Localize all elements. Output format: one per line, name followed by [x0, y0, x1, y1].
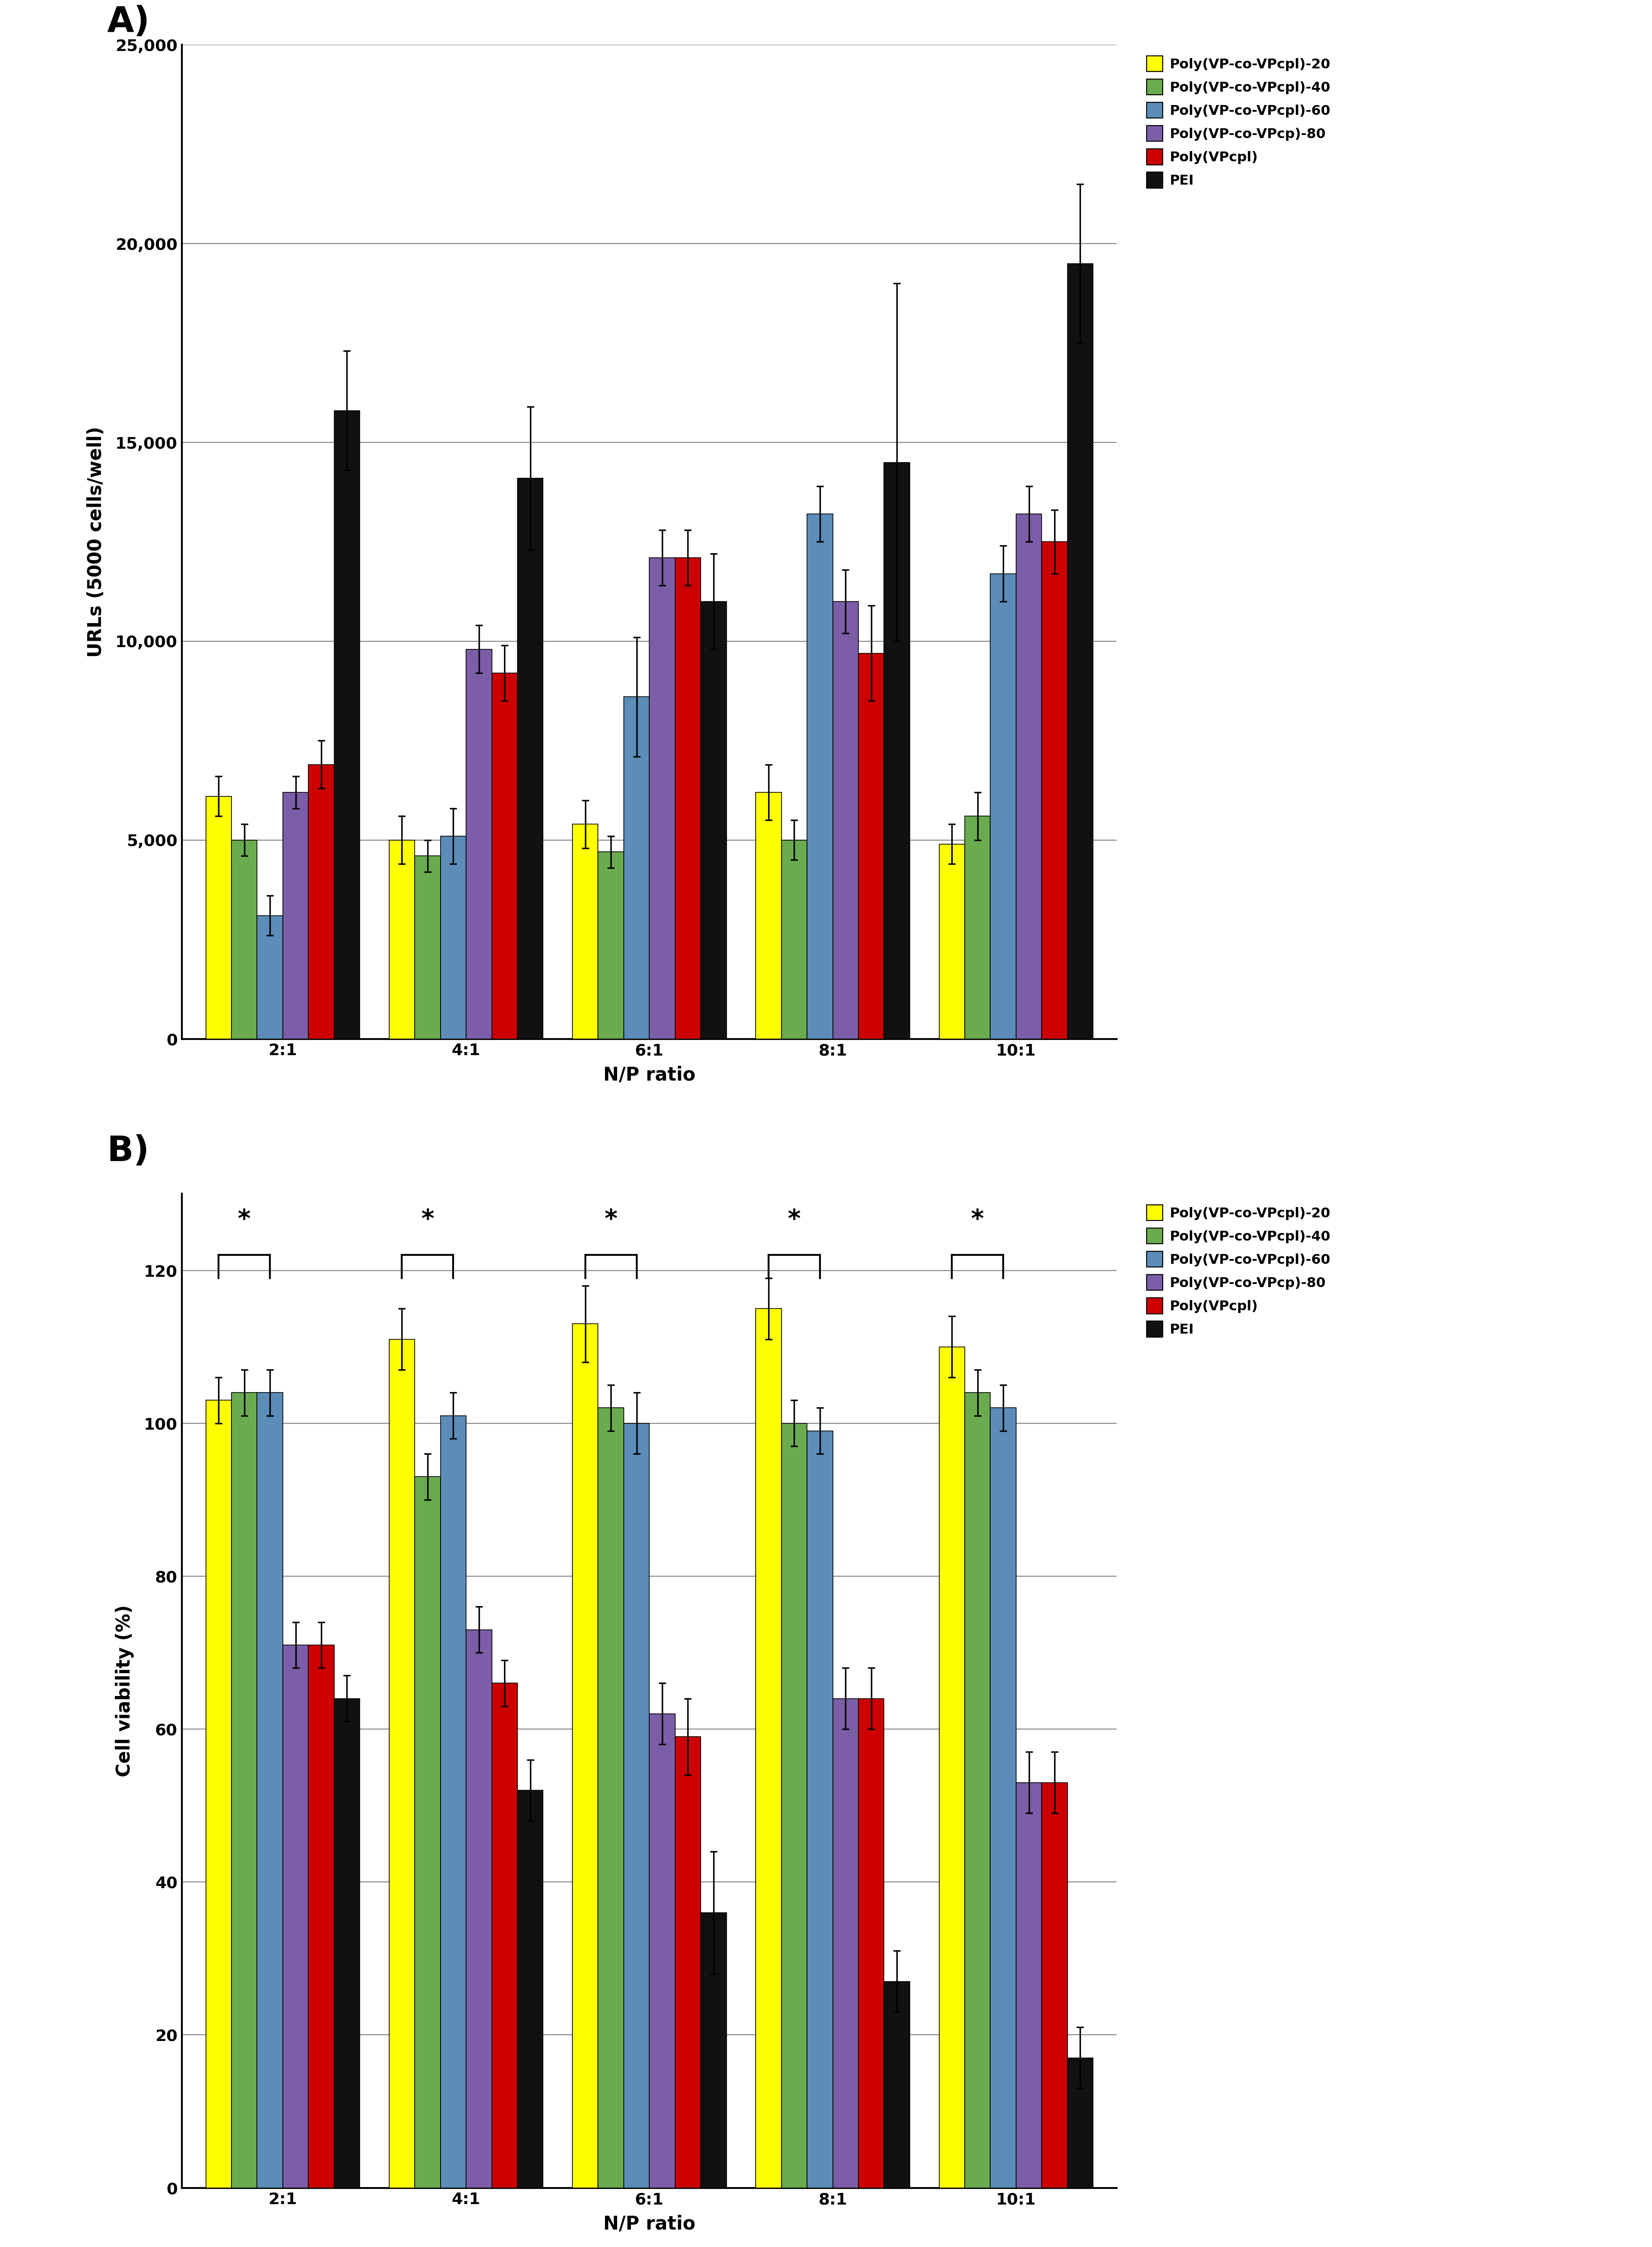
- Bar: [517, 479, 544, 1038]
- Bar: [857, 1699, 884, 2189]
- Bar: [231, 1393, 258, 2189]
- X-axis label: N/P ratio: N/P ratio: [603, 1065, 695, 1085]
- Bar: [676, 1737, 700, 2189]
- Bar: [965, 816, 990, 1038]
- Y-axis label: Cell viability (%): Cell viability (%): [116, 1604, 134, 1777]
- Legend: Poly(VP-co-VPcpl)-20, Poly(VP-co-VPcpl)-40, Poly(VP-co-VPcpl)-60, Poly(VP-co-VPc: Poly(VP-co-VPcpl)-20, Poly(VP-co-VPcpl)-…: [1142, 1200, 1335, 1341]
- Bar: [781, 840, 806, 1038]
- Bar: [334, 411, 360, 1038]
- Bar: [206, 795, 231, 1038]
- Text: *: *: [971, 1209, 985, 1231]
- Text: *: *: [605, 1209, 618, 1231]
- Text: *: *: [421, 1209, 434, 1231]
- Bar: [990, 1409, 1016, 2189]
- Bar: [623, 697, 649, 1038]
- Bar: [833, 1699, 857, 2189]
- Bar: [441, 1416, 466, 2189]
- Bar: [572, 1323, 598, 2189]
- X-axis label: N/P ratio: N/P ratio: [603, 2216, 695, 2234]
- Bar: [1041, 542, 1067, 1038]
- Text: *: *: [788, 1209, 801, 1231]
- Bar: [1067, 2058, 1092, 2189]
- Bar: [806, 515, 833, 1038]
- Bar: [676, 557, 700, 1038]
- Bar: [700, 602, 727, 1038]
- Bar: [466, 1629, 492, 2189]
- Bar: [1041, 1782, 1067, 2189]
- Bar: [755, 793, 781, 1038]
- Bar: [649, 1714, 676, 2189]
- Bar: [309, 764, 334, 1038]
- Legend: Poly(VP-co-VPcpl)-20, Poly(VP-co-VPcpl)-40, Poly(VP-co-VPcpl)-60, Poly(VP-co-VPc: Poly(VP-co-VPcpl)-20, Poly(VP-co-VPcpl)-…: [1142, 52, 1335, 191]
- Bar: [884, 463, 910, 1038]
- Bar: [258, 915, 282, 1038]
- Bar: [441, 836, 466, 1038]
- Bar: [492, 674, 517, 1038]
- Bar: [282, 1645, 309, 2189]
- Bar: [781, 1422, 806, 2189]
- Y-axis label: URLs (5000 cells/well): URLs (5000 cells/well): [86, 427, 106, 658]
- Bar: [388, 840, 415, 1038]
- Bar: [1067, 263, 1092, 1038]
- Bar: [623, 1422, 649, 2189]
- Bar: [415, 856, 441, 1038]
- Bar: [258, 1393, 282, 2189]
- Text: A): A): [107, 4, 150, 38]
- Bar: [990, 573, 1016, 1038]
- Bar: [334, 1699, 360, 2189]
- Bar: [572, 825, 598, 1038]
- Text: B): B): [107, 1135, 149, 1168]
- Bar: [492, 1683, 517, 2189]
- Bar: [857, 654, 884, 1038]
- Bar: [833, 602, 857, 1038]
- Bar: [700, 1912, 727, 2189]
- Bar: [466, 649, 492, 1038]
- Bar: [598, 1409, 623, 2189]
- Bar: [1016, 515, 1041, 1038]
- Bar: [1016, 1782, 1041, 2189]
- Bar: [282, 793, 309, 1038]
- Bar: [231, 840, 258, 1038]
- Bar: [517, 1791, 544, 2189]
- Bar: [388, 1339, 415, 2189]
- Text: *: *: [238, 1209, 251, 1231]
- Bar: [598, 852, 623, 1038]
- Bar: [884, 1982, 910, 2189]
- Bar: [806, 1431, 833, 2189]
- Bar: [206, 1400, 231, 2189]
- Bar: [938, 845, 965, 1038]
- Bar: [938, 1346, 965, 2189]
- Bar: [415, 1476, 441, 2189]
- Bar: [309, 1645, 334, 2189]
- Bar: [755, 1308, 781, 2189]
- Bar: [965, 1393, 990, 2189]
- Bar: [649, 557, 676, 1038]
